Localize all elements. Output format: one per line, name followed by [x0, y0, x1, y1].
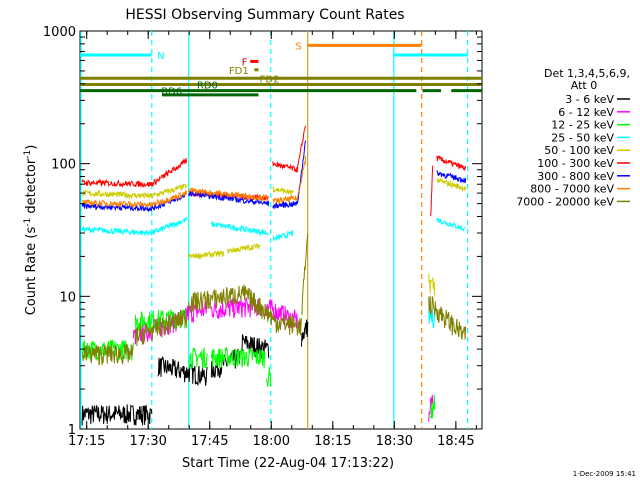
y-tick-label: 100 [51, 158, 76, 173]
series-trace [272, 161, 298, 173]
x-axis-label: Start Time (22-Aug-04 17:13:22) [182, 456, 394, 471]
series-trace [188, 186, 269, 202]
flag-label: N [157, 51, 164, 62]
legend-label: 800 - 7000 keV [530, 183, 614, 196]
series-trace [210, 346, 266, 369]
series-trace [157, 356, 208, 386]
series-trace [188, 284, 245, 313]
flag-label: F [242, 57, 248, 68]
series-trace [81, 199, 152, 209]
legend-label: 50 - 100 keV [544, 144, 614, 157]
plot-frame [79, 30, 483, 430]
series-trace [430, 394, 436, 419]
legend-label: 12 - 25 keV [551, 119, 614, 132]
series-trace [436, 177, 467, 193]
legend-label: 100 - 300 keV [537, 157, 614, 170]
series-layer [81, 125, 467, 426]
series-trace [81, 404, 153, 426]
series-trace [296, 125, 307, 171]
series-trace [81, 189, 153, 200]
x-tick-label: 17:30 [129, 434, 166, 449]
series-trace [81, 342, 134, 367]
series-trace [430, 165, 434, 217]
series-trace [151, 183, 188, 200]
series-trace [272, 229, 294, 242]
series-trace [81, 225, 153, 236]
x-tick-label: 18:15 [314, 434, 351, 449]
series-trace [436, 155, 467, 172]
legend-label: 300 - 800 keV [537, 170, 614, 183]
series-trace [428, 394, 434, 422]
series-trace [188, 347, 208, 370]
series-trace [81, 178, 153, 188]
flag-label: RD0 [197, 81, 218, 92]
series-trace [436, 170, 467, 184]
x-tick-label: 18:30 [376, 434, 413, 449]
series-trace [243, 286, 274, 326]
series-trace [428, 295, 467, 340]
legend-label: 3 - 6 keV [565, 93, 614, 106]
series-trace [81, 202, 153, 213]
series-trace [134, 309, 188, 346]
event-lines-layer [80, 31, 469, 429]
chart-title: HESSI Observing Summary Count Rates [125, 7, 404, 23]
flag-label: FD1 [229, 66, 249, 77]
y-axis-label-sup1: -1 [23, 218, 33, 227]
series-trace [272, 200, 298, 210]
y-axis-label: Count Rate (s-1 detector-1) [23, 145, 39, 316]
x-tick-label: 17:45 [191, 434, 228, 449]
legend-label: 25 - 50 keV [551, 131, 614, 144]
flag-label: S [295, 41, 301, 52]
y-axis-label-sup2: -1 [23, 150, 33, 159]
x-tick-label: 17:15 [68, 434, 105, 449]
series-trace [272, 186, 294, 196]
y-tick-label: 1 [68, 423, 76, 438]
legend-label: 7000 - 20000 keV [516, 195, 614, 208]
series-trace [301, 233, 309, 316]
y-tick-label: 10 [59, 290, 76, 305]
footer-date: 1-Dec-2009 15:41 [573, 470, 636, 478]
series-trace [151, 157, 188, 187]
series-trace [272, 194, 298, 205]
y-axis-label-part3: ) [24, 145, 39, 150]
series-trace [151, 216, 188, 236]
flag-label: FD2 [260, 74, 280, 85]
series-trace [227, 242, 261, 254]
x-tick-label: 18:00 [253, 434, 290, 449]
series-trace [272, 314, 302, 337]
legend-label: 6 - 12 keV [558, 106, 614, 119]
y-axis-label-part1: Count Rate (s [24, 227, 39, 316]
series-trace [428, 273, 436, 297]
series-trace [266, 366, 272, 388]
flag-label: RD6 [161, 87, 182, 98]
series-trace [151, 190, 188, 206]
legend-header-line1: Det 1,3,4,5,6,9, [544, 67, 630, 80]
x-tick-label: 18:45 [437, 434, 474, 449]
series-trace [210, 220, 270, 237]
legend-header-line2: Att 0 [571, 79, 597, 92]
y-axis-label-part2: detector [24, 158, 39, 218]
series-trace [436, 217, 466, 232]
series-trace [296, 156, 307, 198]
y-tick-label: 1000 [43, 25, 76, 40]
series-trace [296, 140, 307, 204]
series-trace [188, 249, 225, 260]
axes: 1 10 100 1000 17:15 17:30 17:45 18:00 18:15 18:30… [43, 25, 482, 449]
series-trace [301, 319, 309, 347]
